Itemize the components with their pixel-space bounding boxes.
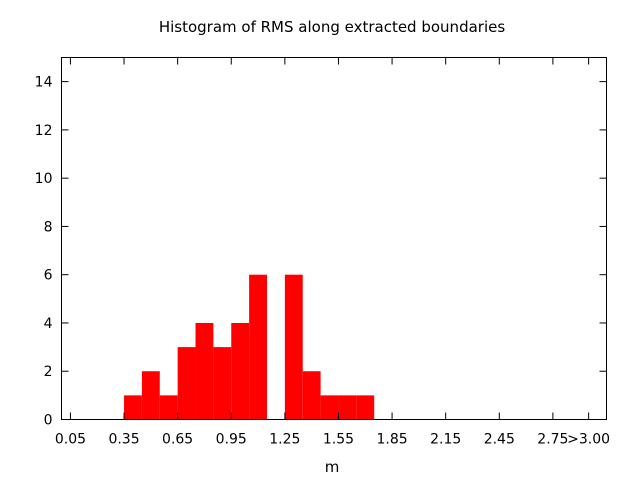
bar-0.50 <box>141 371 160 420</box>
y-tick-label-4: 8 <box>44 219 53 235</box>
x-tick-label-7: 2.15 <box>430 432 461 448</box>
y-tick-label-7: 14 <box>35 75 53 91</box>
y-tick-label-1: 2 <box>44 364 53 380</box>
x-tick-label-10: >3.00 <box>567 432 610 448</box>
x-tick-label-6: 1.85 <box>376 432 407 448</box>
x-tick-label-0: 0.05 <box>55 432 86 448</box>
x-tick-label-4: 1.25 <box>269 432 300 448</box>
bar-1.30 <box>284 274 303 420</box>
bar-0.40 <box>124 395 142 420</box>
bar-1.70 <box>356 395 375 420</box>
x-tick-label-1: 0.35 <box>108 432 139 448</box>
bar-1.40 <box>302 371 321 420</box>
x-tick-label-3: 0.95 <box>216 432 247 448</box>
ticks-group: 0 2 4 6 8 10 12 14 0.05 0.35 0.65 0.95 1.25 1.55 1.85 2… <box>35 57 610 448</box>
bars-group <box>124 274 375 420</box>
bar-0.70 <box>177 347 196 420</box>
bar-0.60 <box>159 395 178 420</box>
bar-1.10 <box>249 274 267 420</box>
bar-0.80 <box>195 322 214 420</box>
chart-title: Histogram of RMS along extracted boundar… <box>159 18 506 36</box>
plot-frame <box>61 57 607 420</box>
y-tick-label-3: 6 <box>44 268 53 284</box>
y-tick-label-6: 12 <box>35 123 53 139</box>
x-tick-label-9: 2.75 <box>537 432 568 448</box>
bar-1.00 <box>231 322 250 420</box>
x-tick-label-5: 1.55 <box>323 432 354 448</box>
x-tick-label-2: 0.65 <box>162 432 193 448</box>
x-tick-label-8: 2.45 <box>484 432 515 448</box>
bar-1.60 <box>338 395 357 420</box>
y-tick-label-0: 0 <box>44 413 53 429</box>
bar-1.50 <box>320 395 339 420</box>
x-axis-label: m <box>325 458 340 476</box>
y-tick-label-2: 4 <box>44 316 53 332</box>
y-tick-label-5: 10 <box>35 171 53 187</box>
bar-0.90 <box>213 347 232 420</box>
